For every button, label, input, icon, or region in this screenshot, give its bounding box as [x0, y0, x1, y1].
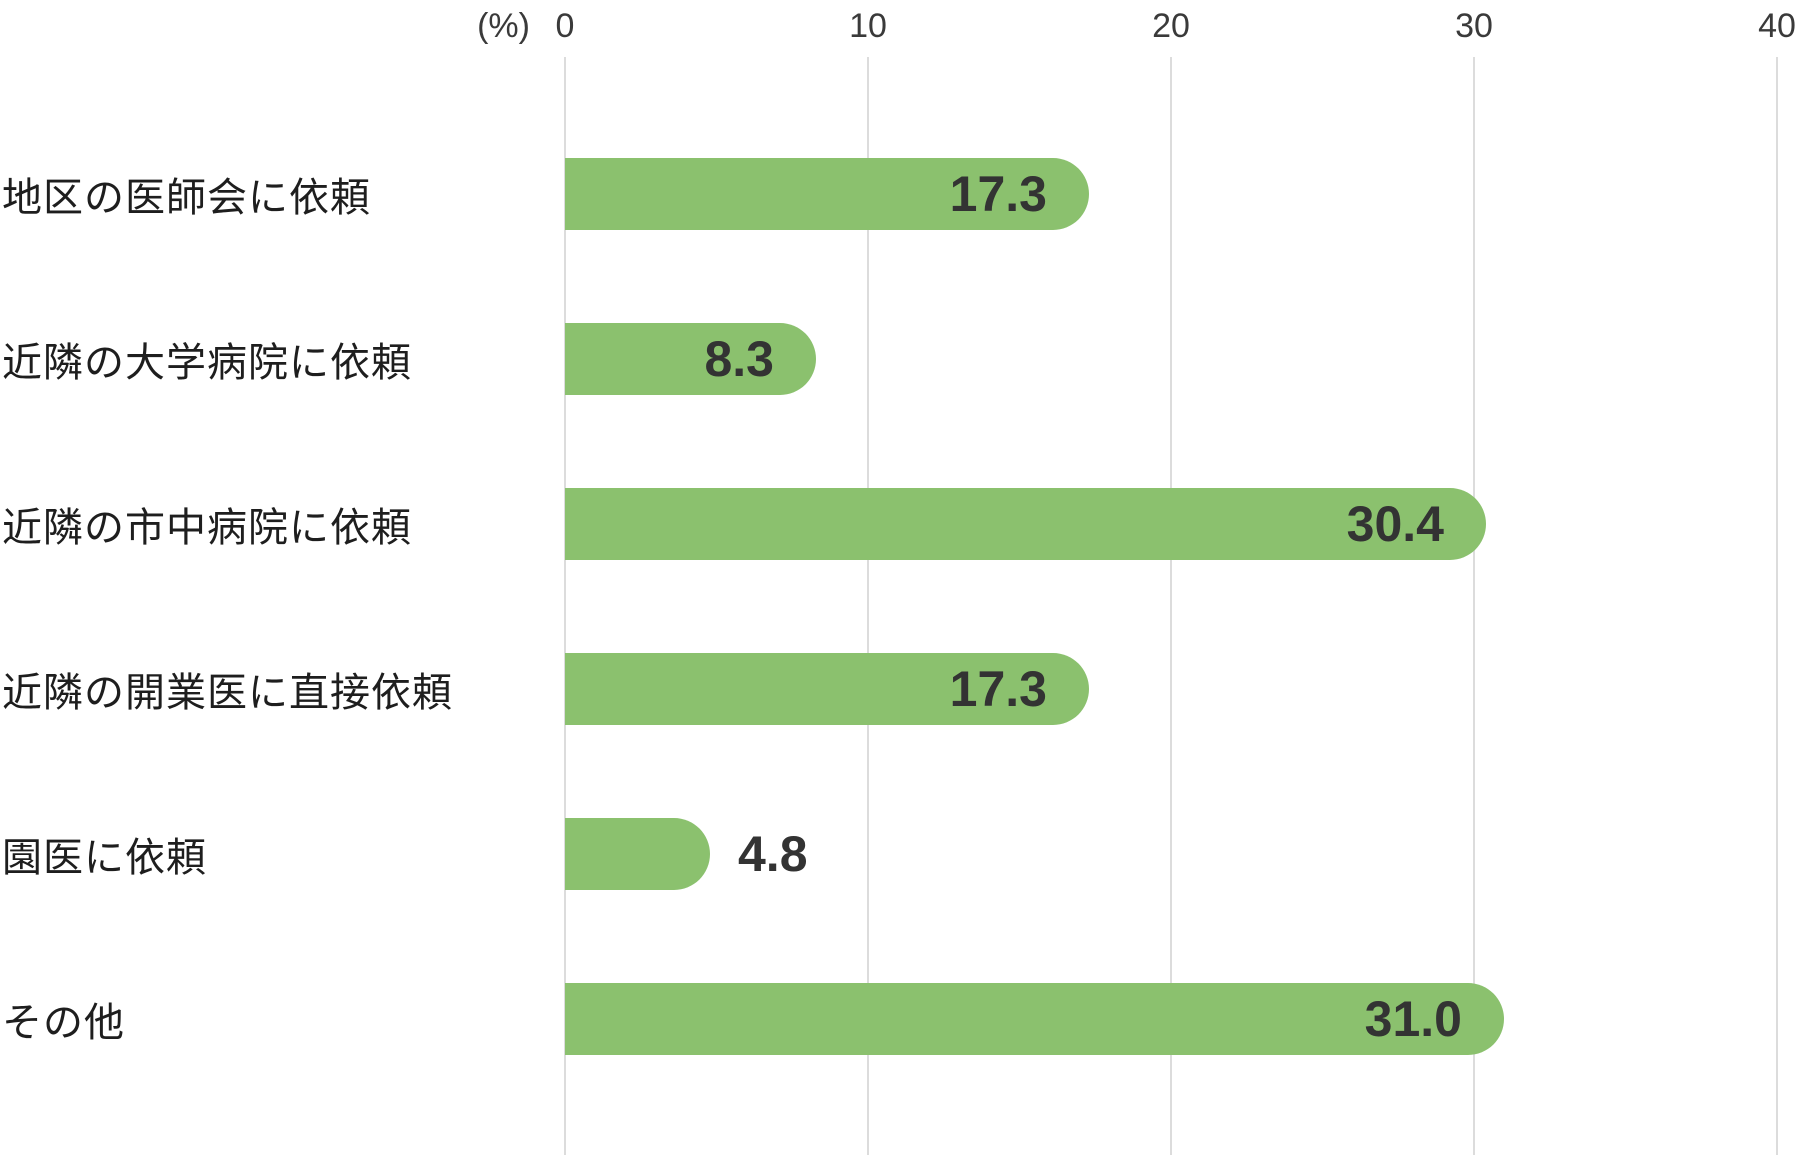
- x-tick-label: 30: [1455, 7, 1493, 45]
- x-axis-unit-label: (%): [477, 7, 530, 45]
- bar: [565, 653, 1089, 725]
- bar: [565, 158, 1089, 230]
- value-label: 30.4: [1346, 496, 1444, 552]
- bar: [565, 983, 1504, 1055]
- bar: [565, 818, 710, 890]
- bar: [565, 488, 1486, 560]
- category-label: 地区の医師会に依頼: [2, 176, 371, 220]
- category-label: 近隣の開業医に直接依頼: [2, 671, 453, 715]
- value-label: 8.3: [704, 331, 774, 387]
- gridline-30: [1473, 57, 1475, 1155]
- x-tick-label: 10: [849, 7, 887, 45]
- gridline-40: [1776, 57, 1778, 1155]
- value-label: 17.3: [949, 661, 1047, 717]
- gridline-10: [867, 57, 869, 1155]
- gridline-20: [1170, 57, 1172, 1155]
- category-label: 園医に依頼: [2, 836, 207, 880]
- bar: [565, 323, 816, 395]
- gridline-0: [564, 57, 566, 1155]
- value-label: 4.8: [738, 826, 808, 882]
- category-label: 近隣の大学病院に依頼: [2, 341, 412, 385]
- x-tick-label: 40: [1758, 7, 1796, 45]
- category-label: その他: [2, 1001, 125, 1045]
- category-label: 近隣の市中病院に依頼: [2, 506, 412, 550]
- x-tick-label: 20: [1152, 7, 1190, 45]
- value-label: 31.0: [1364, 991, 1462, 1047]
- value-label: 17.3: [949, 166, 1047, 222]
- x-tick-label: 0: [555, 7, 575, 45]
